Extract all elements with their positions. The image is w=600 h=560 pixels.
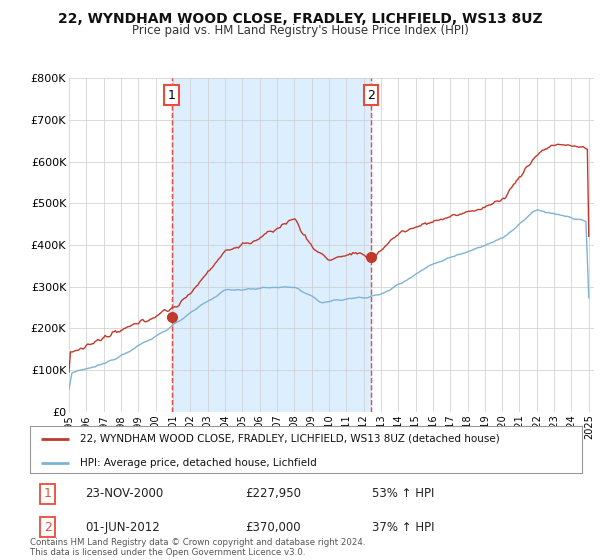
Text: 37% ↑ HPI: 37% ↑ HPI (372, 521, 435, 534)
Text: 23-NOV-2000: 23-NOV-2000 (85, 487, 163, 500)
Text: 01-JUN-2012: 01-JUN-2012 (85, 521, 160, 534)
Text: 1: 1 (44, 487, 52, 500)
Text: 22, WYNDHAM WOOD CLOSE, FRADLEY, LICHFIELD, WS13 8UZ: 22, WYNDHAM WOOD CLOSE, FRADLEY, LICHFIE… (58, 12, 542, 26)
Text: Contains HM Land Registry data © Crown copyright and database right 2024.
This d: Contains HM Land Registry data © Crown c… (30, 538, 365, 557)
Text: Price paid vs. HM Land Registry's House Price Index (HPI): Price paid vs. HM Land Registry's House … (131, 24, 469, 37)
Text: HPI: Average price, detached house, Lichfield: HPI: Average price, detached house, Lich… (80, 458, 316, 468)
Text: £370,000: £370,000 (245, 521, 301, 534)
Text: 22, WYNDHAM WOOD CLOSE, FRADLEY, LICHFIELD, WS13 8UZ (detached house): 22, WYNDHAM WOOD CLOSE, FRADLEY, LICHFIE… (80, 434, 499, 444)
Bar (172, 78, 371, 412)
Text: 2: 2 (367, 88, 375, 101)
Text: 2: 2 (44, 521, 52, 534)
Text: 53% ↑ HPI: 53% ↑ HPI (372, 487, 434, 500)
Text: £227,950: £227,950 (245, 487, 301, 500)
Text: 1: 1 (167, 88, 175, 101)
